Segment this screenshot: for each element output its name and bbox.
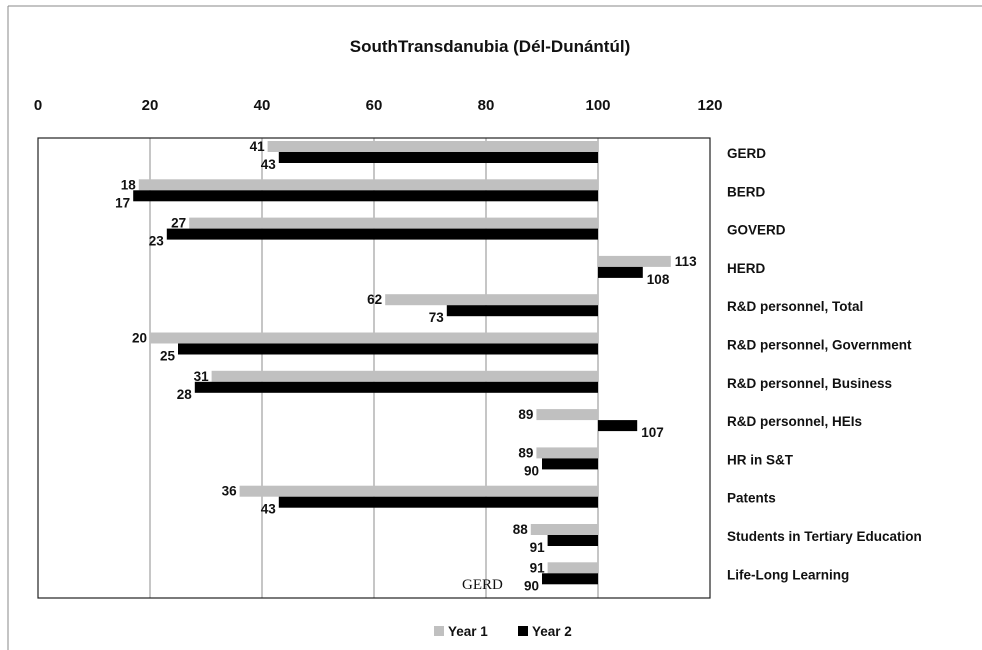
bar-year-1-10 — [530, 524, 598, 535]
x-tick-label-80: 80 — [478, 97, 495, 114]
data-label-year-2-10: 91 — [530, 540, 546, 555]
bar-year-1-4 — [385, 294, 598, 306]
data-label-year-2-0: 43 — [261, 157, 277, 172]
category-label-6: R&D personnel, Business — [727, 376, 892, 391]
legend-label-year-1: Year 1 — [448, 624, 488, 639]
data-label-year-2-6: 28 — [177, 387, 193, 402]
bar-year-1-9 — [239, 485, 598, 497]
x-tick-label-60: 60 — [366, 97, 383, 114]
legend-swatch-year-1 — [434, 626, 444, 636]
category-label-4: R&D personnel, Total — [727, 299, 863, 314]
x-tick-label-40: 40 — [254, 97, 271, 114]
data-label-year-1-5: 20 — [132, 331, 147, 346]
data-label-year-1-10: 88 — [513, 522, 529, 537]
stray-annotation: GERD — [462, 577, 503, 593]
data-label-year-2-8: 90 — [524, 463, 539, 478]
bar-year-1-7 — [536, 409, 598, 421]
data-label-year-2-4: 73 — [429, 310, 445, 325]
data-label-year-1-4: 62 — [367, 292, 382, 307]
category-label-2: GOVERD — [727, 223, 786, 238]
bar-year-1-5 — [150, 332, 598, 344]
bar-year-2-10 — [547, 535, 598, 546]
bar-year-2-7 — [598, 420, 638, 432]
x-tick-label-20: 20 — [142, 97, 159, 114]
bar-year-2-2 — [166, 228, 599, 240]
data-label-year-2-9: 43 — [261, 502, 277, 517]
data-label-year-2-5: 25 — [160, 349, 176, 364]
bar-year-2-0 — [278, 152, 598, 163]
bar-year-1-8 — [536, 447, 598, 459]
category-label-5: R&D personnel, Government — [727, 338, 912, 353]
data-label-year-1-2: 27 — [171, 216, 186, 231]
data-label-year-1-11: 91 — [530, 560, 546, 575]
data-label-year-1-8: 89 — [518, 445, 533, 460]
bar-year-1-6 — [211, 370, 598, 382]
bar-year-2-4 — [446, 305, 598, 317]
data-label-year-2-1: 17 — [115, 195, 130, 210]
bar-year-2-5 — [178, 343, 598, 355]
bar-year-2-8 — [542, 458, 598, 470]
bar-year-2-3 — [598, 266, 643, 278]
legend-swatch-year-2 — [518, 626, 528, 636]
legend: Year 1 Year 2 — [434, 624, 572, 639]
bar-year-2-6 — [194, 381, 599, 393]
chart-title: SouthTransdanubia (Dél-Dunántúl) — [350, 37, 631, 56]
category-label-9: Patents — [727, 491, 776, 506]
gridlines — [149, 138, 599, 598]
bar-year-1-0 — [267, 141, 598, 152]
category-label-0: GERD — [727, 146, 766, 161]
data-label-year-2-3: 108 — [647, 272, 670, 287]
legend-label-year-2: Year 2 — [532, 624, 572, 639]
category-label-7: R&D personnel, HEIs — [727, 414, 862, 429]
plot-area — [37, 137, 711, 599]
category-label-8: HR in S&T — [727, 452, 794, 467]
data-label-year-2-7: 107 — [641, 425, 664, 440]
bar-year-2-11 — [542, 573, 598, 585]
bar-year-2-1 — [133, 190, 598, 202]
x-tick-label-120: 120 — [697, 97, 722, 114]
category-label-3: HERD — [727, 261, 766, 276]
bar-year-2-9 — [278, 496, 598, 508]
data-label-year-2-2: 23 — [149, 234, 165, 249]
bar-year-1-3 — [598, 255, 671, 267]
bar-year-1-2 — [189, 217, 598, 229]
data-label-year-1-0: 41 — [250, 139, 266, 154]
category-labels: GERD BERD GOVERD HERD R&D personnel, Total R&… — [727, 146, 922, 582]
x-tick-label-100: 100 — [585, 97, 610, 114]
category-label-1: BERD — [727, 184, 766, 199]
data-label-year-1-1: 18 — [121, 177, 137, 192]
category-label-11: Life-Long Learning — [727, 567, 849, 582]
data-label-year-1-7: 89 — [518, 407, 533, 422]
data-label-year-1-9: 36 — [222, 484, 238, 499]
bar-year-1-1 — [138, 179, 599, 191]
data-label-year-2-11: 90 — [524, 578, 539, 593]
x-axis-ticks: 0 20 40 60 80 100 120 — [34, 97, 723, 114]
category-label-10: Students in Tertiary Education — [727, 529, 922, 544]
bar-year-1-11 — [547, 562, 598, 574]
data-label-year-1-6: 31 — [194, 369, 210, 384]
x-tick-label-0: 0 — [34, 97, 42, 114]
data-label-year-1-3: 113 — [675, 254, 697, 269]
